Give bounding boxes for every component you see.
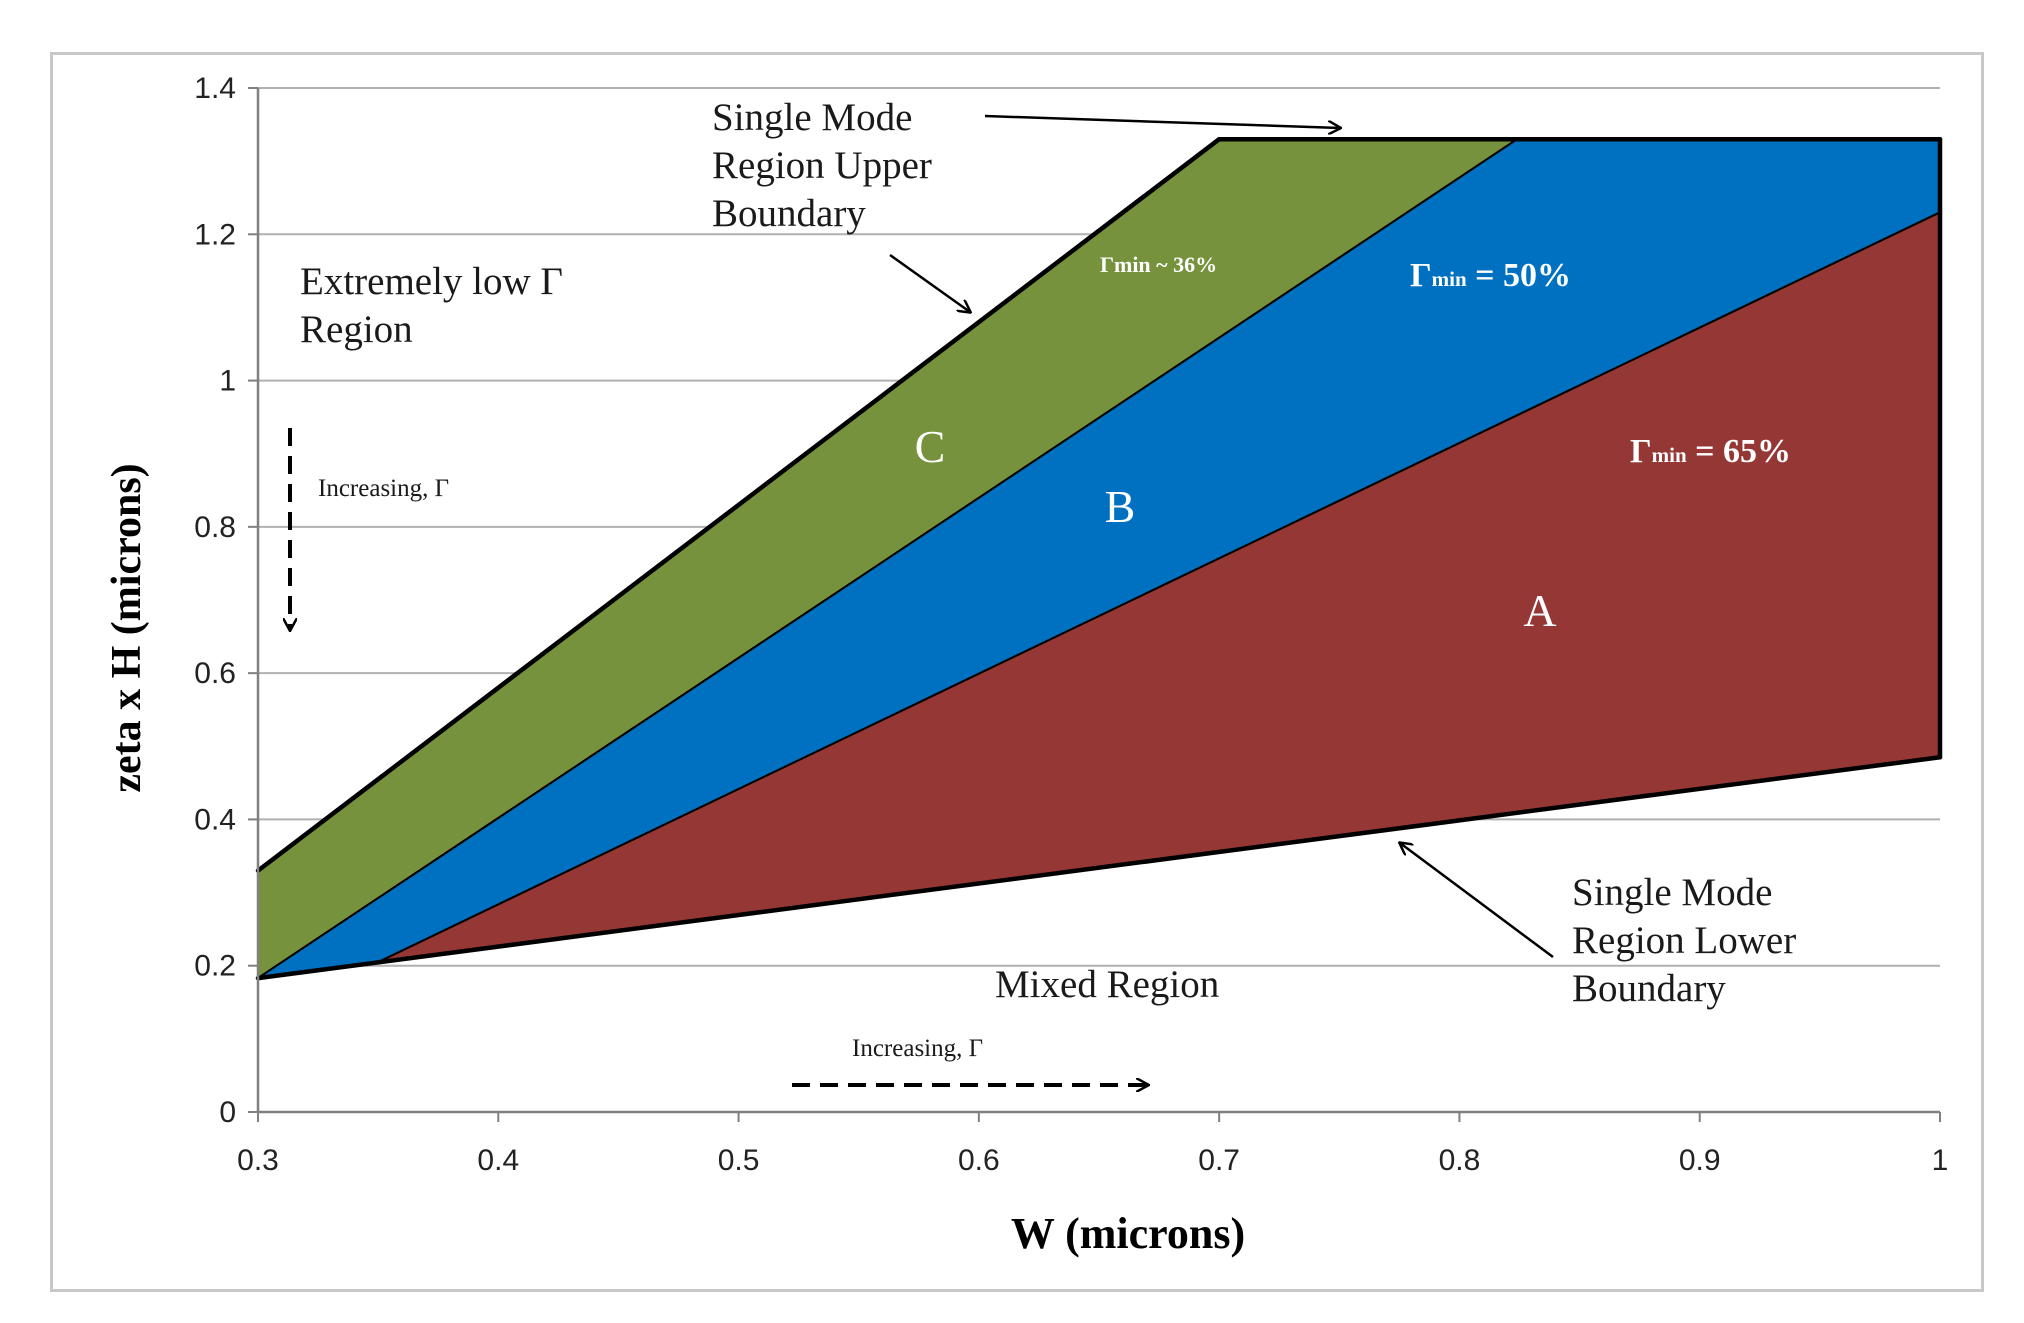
boundary-upper-left <box>255 136 1222 873</box>
x-tick-label-0.7: 0.7 <box>1198 1144 1240 1177</box>
upper-boundary-arrow-top <box>984 114 1340 128</box>
upper-boundary-label-line3: Boundary <box>712 192 866 235</box>
y-axis-title: zeta x H (microns) <box>104 463 150 792</box>
mixed-region-label: Mixed Region <box>995 963 1219 1006</box>
axes <box>248 87 1941 1122</box>
y-tick-label-1.4: 1.4 <box>194 72 236 105</box>
lower-boundary-label-line2: Region Lower <box>1572 919 1796 962</box>
lower-boundary-label-line1: Single Mode <box>1572 871 1772 914</box>
region-b-label: B <box>1105 481 1136 532</box>
x-tick-label-0.4: 0.4 <box>477 1144 519 1177</box>
boundaries <box>255 136 1943 981</box>
increasing-horizontal-label: Increasing, Γ <box>852 1035 983 1062</box>
increasing-vertical-label: Increasing, Γ <box>318 475 449 502</box>
boundary-lower <box>255 755 1943 981</box>
y-tick-label-0.2: 0.2 <box>194 950 236 983</box>
tick-labels: 0 0.2 0.4 0.6 0.8 1 1.2 1.4 0.3 0.4 0.5 0.6 0.7 0.8 0.… <box>194 72 1948 1177</box>
x-tick-label-0.9: 0.9 <box>1679 1144 1721 1177</box>
upper-boundary-label-line2: Region Upper <box>712 144 932 187</box>
extremely-low-label-line1: Extremely low Γ <box>300 260 563 303</box>
y-tick-label-0.4: 0.4 <box>194 803 236 836</box>
extremely-low-label-line2: Region <box>300 308 413 351</box>
y-tick-label-0.8: 0.8 <box>194 511 236 544</box>
x-tick-label-0.6: 0.6 <box>958 1144 1000 1177</box>
y-tick-label-0: 0 <box>219 1096 236 1129</box>
x-tick-label-0.5: 0.5 <box>718 1144 760 1177</box>
y-tick-label-0.6: 0.6 <box>194 657 236 690</box>
x-tick-label-1: 1 <box>1932 1144 1949 1177</box>
gamma-min-65-label: Γmin = 65% <box>1630 433 1791 470</box>
gamma-min-36-label: Γmin ~ 36% <box>1100 252 1217 277</box>
x-tick-label-0.3: 0.3 <box>237 1144 279 1177</box>
upper-boundary-label-line1: Single Mode <box>712 96 912 139</box>
lower-boundary-label-line3: Boundary <box>1572 967 1726 1010</box>
x-axis-title: W (microns) <box>1011 1209 1245 1258</box>
x-tick-label-0.8: 0.8 <box>1439 1144 1481 1177</box>
upper-boundary-arrow-diag <box>889 253 970 312</box>
y-tick-label-1.2: 1.2 <box>194 218 236 251</box>
gamma-min-50-label: Γmin = 50% <box>1410 257 1571 294</box>
region-a-label: A <box>1523 585 1556 636</box>
region-c-label: C <box>915 421 946 472</box>
y-tick-label-1: 1 <box>219 365 236 398</box>
lower-boundary-arrow <box>1400 843 1554 959</box>
